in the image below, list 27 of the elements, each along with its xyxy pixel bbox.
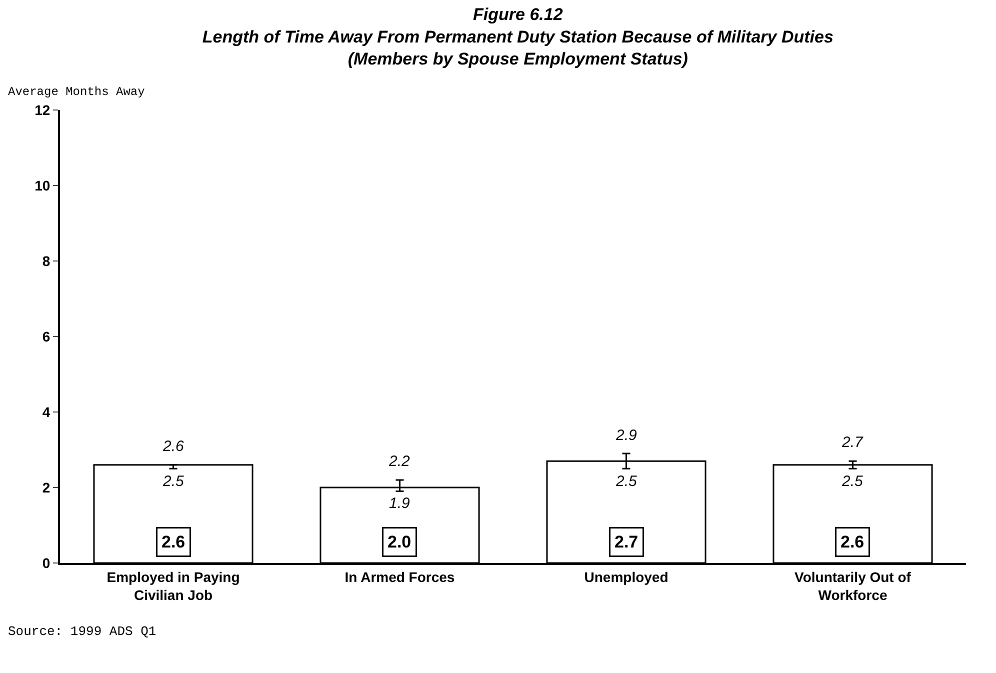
- x-tick-label: Employed in Paying Civilian Job: [106, 568, 240, 603]
- annotation: 2.2: [388, 453, 411, 470]
- y-tick-label: 12: [34, 102, 50, 118]
- x-tick-label: Voluntarily Out of Workforce: [794, 568, 912, 603]
- annotation: 2.6: [162, 438, 185, 455]
- y-tick-label: 8: [42, 252, 50, 269]
- annotation: 2.9: [615, 427, 638, 444]
- data-label: 2.7: [614, 532, 638, 552]
- chart-subtitle: Length of Time Away From Permanent Duty Station Because of Military Duties (Members by Spouse Employment Status): [202, 27, 834, 68]
- y-tick-label: 10: [34, 177, 50, 194]
- annotation: 2.5: [162, 473, 185, 490]
- annotation: 2.7: [841, 434, 864, 451]
- y-tick-label: 0: [42, 554, 50, 571]
- source-note: Source: 1999 ADS Q1: [8, 624, 156, 639]
- y-tick-label: 6: [42, 328, 50, 344]
- chart-title: Figure 6.12: [473, 5, 564, 24]
- x-tick-label: In Armed Forces: [344, 568, 455, 585]
- y-tick-label: 4: [42, 404, 50, 420]
- x-tick-label: Unemployed: [584, 568, 668, 585]
- y-axis-title: Average Months Away: [8, 85, 145, 99]
- annotation: 1.9: [389, 495, 411, 512]
- annotation: 2.5: [841, 473, 864, 490]
- y-tick-label: 2: [42, 479, 50, 496]
- annotation: 2.5: [615, 473, 638, 490]
- data-label: 2.0: [388, 532, 412, 552]
- data-label: 2.6: [840, 532, 864, 552]
- data-label: 2.6: [162, 532, 186, 552]
